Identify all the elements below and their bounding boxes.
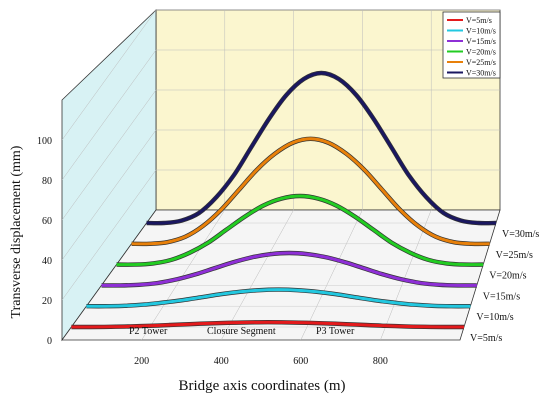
y-tick-label: 20 [42,296,52,307]
floor-x-gridline [300,209,363,341]
floor-x-gridline [141,209,226,341]
legend-label: V=20m/s [466,48,496,57]
left-wall-gridline [61,129,157,261]
y-tick-label: 80 [42,176,52,187]
legend-box [442,11,501,79]
z-tick-label: V=20m/s [489,271,526,282]
y-tick-label: 40 [42,256,52,267]
series-line [86,288,471,308]
y-tick-label: 0 [47,336,52,347]
grid-layer [61,9,500,341]
legend-label: V=15m/s [466,37,496,46]
series-line [116,194,484,267]
y-tick-label: 60 [42,216,52,227]
left-wall-gridline [61,89,157,221]
floor-x-gridline [220,209,294,341]
series-line [146,71,497,225]
annotation-p2-tower: P2 Tower [129,326,168,337]
z-tick-label: V=10m/s [476,312,513,323]
y-axis-title: Transverse displacement (mm) [9,145,24,318]
left-wall-gridline [61,169,157,301]
x-tick-label: 200 [134,356,149,367]
x-axis-title: Bridge axis coordinates (m) [178,378,345,394]
z-tick-label: V=25m/s [496,250,533,261]
legend-label: V=30m/s [466,69,496,78]
tick-layer: 0 20 40 60 80 100 200 400 600 800 V=5m/s V=10m/s V=1… [37,136,539,367]
legend-label: V=10m/s [466,27,496,36]
z-tick-label: V=30m/s [502,229,539,240]
series-layer [71,70,497,330]
x-tick-label: 600 [293,356,308,367]
y-tick-label: 100 [37,136,52,147]
legend: V=5m/s V=10m/sV=15m/s V=20m/sV=25m/s V=30m/… [442,11,501,79]
z-tick-label: V=5m/s [470,333,502,344]
annotation-p3-tower: P3 Tower [316,326,355,337]
annotation-closure-segment: Closure Segment [207,326,276,337]
series-line [131,137,490,246]
left-wall-gridline [61,9,157,141]
series-line [101,251,477,287]
x-tick-label: 800 [373,356,388,367]
series-line [71,320,464,329]
z-tick-label: V=15m/s [483,291,520,302]
x-tick-label: 400 [214,356,229,367]
legend-label: V=5m/s [466,16,492,25]
left-wall-gridline [61,49,157,181]
legend-label: V=25m/s [466,58,496,67]
legend-items: V=5m/s V=10m/sV=15m/s V=20m/sV=25m/s V=30m/… [447,16,496,78]
